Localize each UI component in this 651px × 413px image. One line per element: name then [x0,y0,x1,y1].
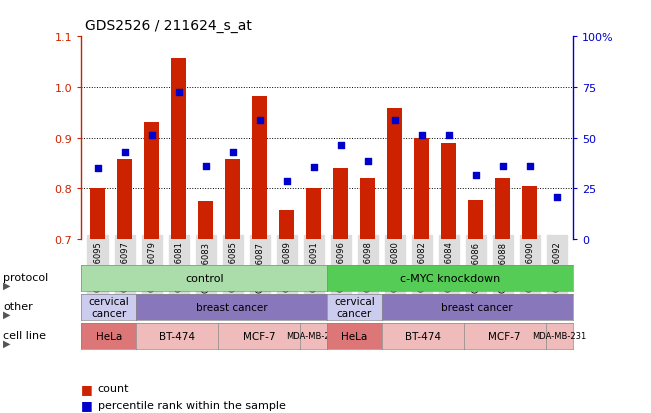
Bar [495,179,510,240]
Point [201,163,211,169]
Bar [171,58,186,240]
Text: percentile rank within the sample: percentile rank within the sample [98,400,286,410]
Text: ▶: ▶ [3,309,11,319]
Bar [90,189,105,240]
Text: protocol: protocol [3,272,49,282]
Point [227,149,238,156]
Text: GDS2526 / 211624_s_at: GDS2526 / 211624_s_at [85,19,251,33]
Point [389,117,400,124]
Point [417,133,427,139]
Point [497,163,508,169]
Text: MDA-MB-231: MDA-MB-231 [532,332,587,341]
Text: ■: ■ [81,398,93,411]
Point [443,133,454,139]
Bar [441,143,456,240]
Point [471,172,481,178]
Text: cervical
cancer: cervical cancer [89,297,129,318]
Text: control: control [185,273,223,283]
Text: MDA-MB-231: MDA-MB-231 [286,332,340,341]
Text: ▶: ▶ [3,337,11,348]
Bar [279,211,294,240]
Bar [522,186,537,240]
Bar [144,123,159,240]
Bar [306,189,321,240]
Text: cervical
cancer: cervical cancer [334,297,375,318]
Point [119,149,130,156]
Text: HeLa: HeLa [341,331,368,341]
Point [255,117,265,124]
Text: HeLa: HeLa [96,331,122,341]
Point [309,164,319,171]
Text: MCF-7: MCF-7 [243,331,275,341]
Text: c-MYC knockdown: c-MYC knockdown [400,273,500,283]
Text: BT-474: BT-474 [159,331,195,341]
Point [281,178,292,185]
Bar [117,159,132,240]
Text: MCF-7: MCF-7 [488,331,521,341]
Point [335,142,346,149]
Text: ▶: ▶ [3,280,11,290]
Point [92,166,103,172]
Point [551,194,562,201]
Bar [198,202,213,240]
Bar [225,159,240,240]
Point [146,133,157,139]
Text: other: other [3,301,33,311]
Text: ■: ■ [81,382,93,395]
Text: breast cancer: breast cancer [441,302,513,312]
Text: breast cancer: breast cancer [196,302,268,312]
Bar [360,179,375,240]
Text: count: count [98,383,129,393]
Bar [387,109,402,240]
Bar [468,200,483,240]
Point [173,90,184,96]
Point [525,163,535,169]
Point [363,158,373,164]
Bar [414,138,429,240]
Text: cell line: cell line [3,330,46,340]
Bar [333,169,348,240]
Bar [252,97,267,240]
Text: BT-474: BT-474 [405,331,441,341]
